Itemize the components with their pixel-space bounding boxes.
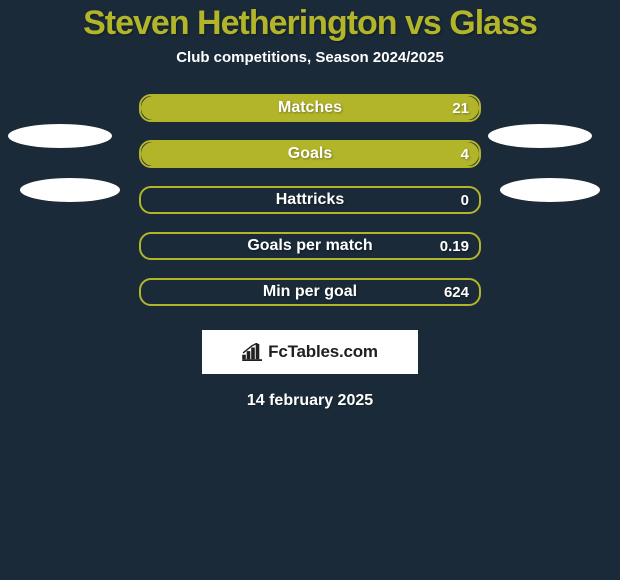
stat-row: Min per goal624 (0, 278, 620, 306)
brand-text: FcTables.com (268, 342, 378, 362)
stat-bar: Goals per match0.19 (139, 232, 481, 260)
card-date: 14 february 2025 (0, 392, 620, 410)
stat-bar: Min per goal624 (139, 278, 481, 306)
stat-value: 0 (461, 188, 469, 212)
decorative-ellipse (500, 178, 600, 202)
decorative-ellipse (20, 178, 120, 202)
stat-bar: Hattricks0 (139, 186, 481, 214)
stat-row: Goals per match0.19 (0, 232, 620, 260)
stat-label: Goals per match (141, 234, 479, 258)
stat-bar: Goals4 (139, 140, 481, 168)
card-subtitle: Club competitions, Season 2024/2025 (0, 49, 620, 66)
card-title: Steven Hetherington vs Glass (0, 4, 620, 43)
stat-row: Matches21 (0, 94, 620, 122)
decorative-ellipse (488, 124, 592, 148)
stat-value: 624 (444, 280, 469, 304)
stat-label: Min per goal (141, 280, 479, 304)
stat-bar-fill (141, 142, 479, 166)
brand-box: FcTables.com (202, 330, 418, 374)
stat-value: 0.19 (440, 234, 469, 258)
stat-label: Hattricks (141, 188, 479, 212)
bar-chart-icon (242, 343, 264, 361)
comparison-card: Steven Hetherington vs Glass Club compet… (0, 0, 620, 580)
decorative-ellipse (8, 124, 112, 148)
stat-bar-fill (141, 96, 479, 120)
stat-bar: Matches21 (139, 94, 481, 122)
